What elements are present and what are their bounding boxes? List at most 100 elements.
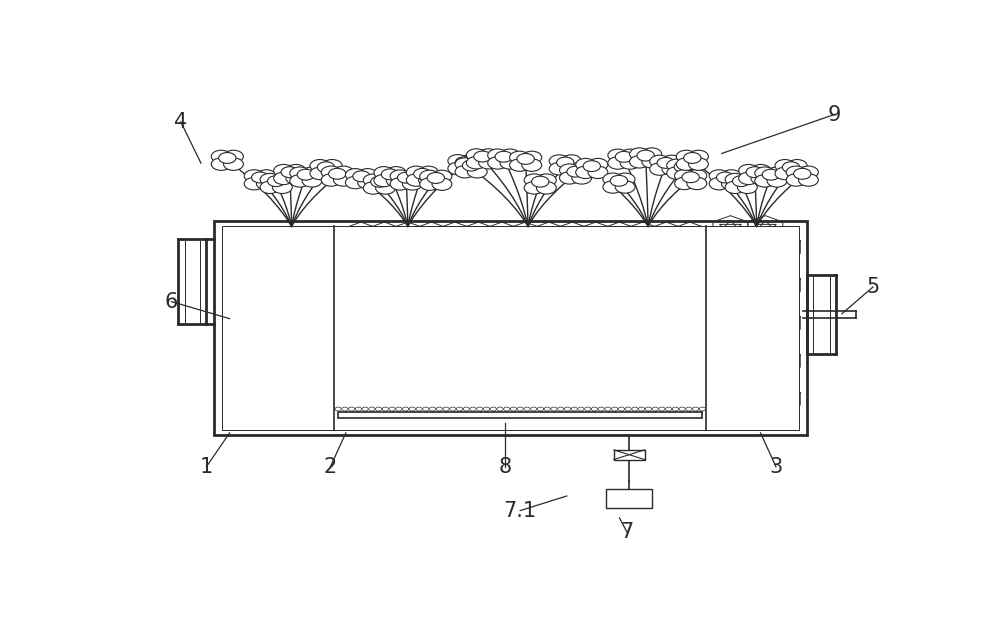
Circle shape: [244, 170, 264, 182]
Circle shape: [751, 165, 771, 177]
Circle shape: [558, 407, 564, 411]
Circle shape: [572, 164, 592, 177]
Circle shape: [588, 158, 608, 171]
Circle shape: [390, 178, 410, 190]
Circle shape: [375, 407, 382, 411]
Circle shape: [659, 407, 665, 411]
Circle shape: [672, 407, 678, 411]
Circle shape: [286, 165, 306, 177]
Circle shape: [510, 159, 529, 172]
Circle shape: [406, 166, 426, 179]
Circle shape: [398, 172, 415, 183]
Text: 3: 3: [769, 457, 783, 477]
Ellipse shape: [284, 363, 303, 375]
Circle shape: [448, 162, 468, 175]
Circle shape: [709, 170, 729, 182]
Circle shape: [787, 167, 807, 180]
Ellipse shape: [278, 331, 297, 341]
Text: 8: 8: [498, 457, 511, 477]
Circle shape: [560, 164, 579, 177]
Circle shape: [260, 181, 280, 194]
Circle shape: [645, 407, 652, 411]
Circle shape: [585, 407, 591, 411]
Circle shape: [490, 407, 496, 411]
Circle shape: [737, 181, 757, 194]
Circle shape: [544, 407, 550, 411]
Circle shape: [709, 177, 729, 190]
Circle shape: [767, 167, 787, 179]
Circle shape: [561, 163, 581, 175]
Circle shape: [531, 407, 537, 411]
Circle shape: [479, 156, 499, 169]
Circle shape: [615, 173, 635, 186]
Text: 2: 2: [324, 457, 337, 477]
Circle shape: [500, 156, 520, 169]
Circle shape: [310, 167, 330, 180]
Circle shape: [662, 163, 682, 175]
Circle shape: [436, 407, 442, 411]
Circle shape: [369, 407, 375, 411]
Circle shape: [219, 153, 236, 163]
Circle shape: [224, 150, 243, 163]
Ellipse shape: [257, 278, 271, 292]
Circle shape: [463, 407, 469, 411]
Circle shape: [608, 149, 628, 162]
Circle shape: [524, 182, 544, 194]
Circle shape: [775, 160, 795, 172]
Circle shape: [650, 155, 670, 168]
Circle shape: [610, 175, 628, 186]
Circle shape: [567, 166, 584, 177]
Circle shape: [667, 159, 687, 172]
Circle shape: [477, 407, 483, 411]
Circle shape: [684, 153, 701, 163]
Circle shape: [639, 407, 645, 411]
Circle shape: [662, 155, 682, 168]
Circle shape: [466, 149, 486, 162]
Circle shape: [321, 174, 341, 186]
Circle shape: [798, 166, 818, 179]
Circle shape: [322, 160, 342, 172]
Circle shape: [537, 407, 544, 411]
Circle shape: [679, 159, 699, 172]
Circle shape: [689, 150, 708, 163]
Circle shape: [462, 160, 480, 171]
Circle shape: [450, 407, 456, 411]
Circle shape: [500, 149, 520, 162]
Circle shape: [605, 407, 611, 411]
Circle shape: [358, 176, 378, 189]
Circle shape: [329, 168, 346, 179]
Circle shape: [687, 177, 707, 190]
Circle shape: [467, 158, 487, 170]
Circle shape: [739, 172, 759, 185]
Ellipse shape: [268, 403, 283, 413]
Circle shape: [667, 167, 687, 179]
Ellipse shape: [228, 360, 244, 370]
Circle shape: [721, 170, 741, 182]
Circle shape: [272, 174, 292, 186]
Circle shape: [460, 162, 480, 175]
Circle shape: [674, 162, 691, 172]
Circle shape: [787, 160, 807, 172]
Ellipse shape: [255, 379, 276, 389]
Circle shape: [443, 407, 449, 411]
Text: 9: 9: [827, 105, 841, 124]
Circle shape: [362, 407, 368, 411]
Circle shape: [268, 175, 285, 187]
Circle shape: [630, 156, 649, 168]
Circle shape: [798, 174, 818, 186]
Circle shape: [211, 158, 231, 170]
Circle shape: [620, 149, 640, 162]
Text: 1: 1: [200, 457, 213, 477]
Circle shape: [427, 172, 444, 184]
Circle shape: [456, 407, 463, 411]
Ellipse shape: [238, 403, 254, 413]
Circle shape: [572, 172, 592, 184]
Circle shape: [382, 407, 388, 411]
Circle shape: [381, 169, 399, 180]
Circle shape: [522, 151, 542, 163]
Circle shape: [429, 407, 436, 411]
Circle shape: [524, 407, 530, 411]
Circle shape: [551, 407, 557, 411]
Circle shape: [286, 172, 306, 185]
Circle shape: [389, 407, 395, 411]
